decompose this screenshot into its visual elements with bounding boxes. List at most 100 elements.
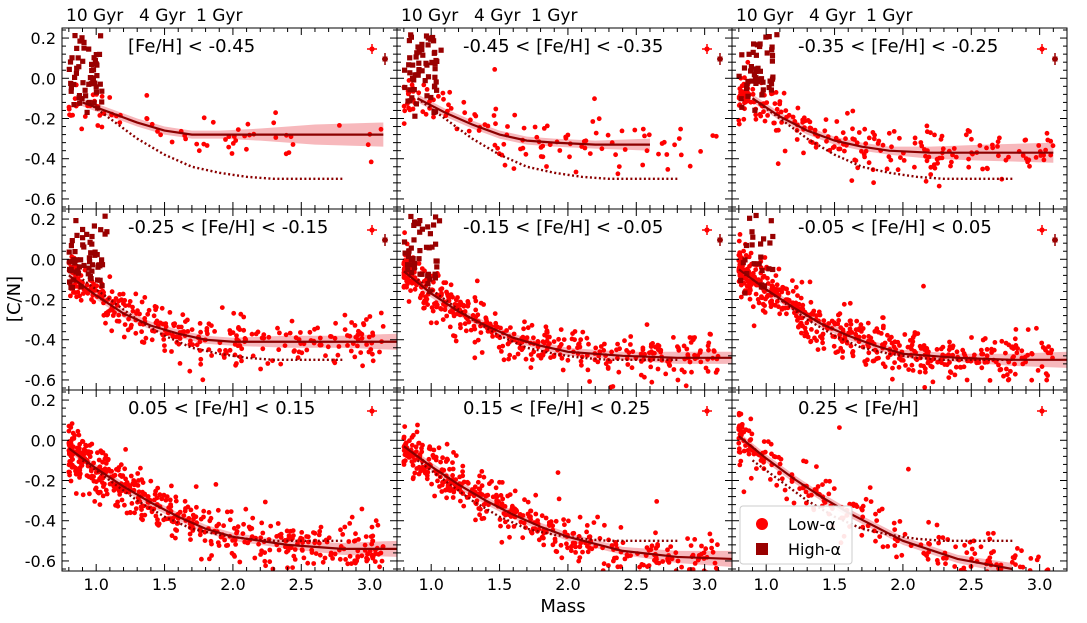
low-alpha-point — [746, 280, 752, 285]
low-alpha-point — [420, 464, 426, 470]
low-alpha-point — [97, 464, 103, 470]
low-alpha-point — [659, 141, 665, 146]
low-alpha-point — [584, 335, 590, 341]
low-alpha-point — [221, 355, 227, 360]
low-alpha-point — [709, 538, 715, 544]
high-alpha-point — [427, 276, 433, 282]
low-alpha-point — [497, 517, 503, 522]
low-alpha-point — [372, 559, 378, 564]
low-alpha-point — [97, 476, 102, 482]
reference-dotted-curve — [81, 459, 343, 543]
low-alpha-point — [511, 524, 517, 529]
low-alpha-point — [556, 496, 562, 502]
low-alpha-point — [946, 375, 952, 380]
high-alpha-point — [433, 79, 439, 85]
high-alpha-point — [742, 290, 748, 296]
low-alpha-point — [227, 517, 233, 523]
low-alpha-point — [521, 125, 527, 131]
low-alpha-point — [784, 311, 789, 317]
high-alpha-point — [423, 244, 430, 250]
low-alpha-point — [533, 492, 539, 498]
high-alpha-point — [75, 55, 81, 61]
low-alpha-points — [736, 59, 1056, 189]
high-alpha-point — [93, 84, 99, 90]
low-alpha-point — [352, 354, 358, 360]
low-alpha-point — [113, 296, 119, 301]
low-alpha-point — [444, 495, 449, 501]
low-alpha-point — [402, 283, 407, 289]
low-alpha-point — [151, 313, 157, 319]
low-alpha-point — [660, 559, 666, 564]
low-alpha-point — [671, 367, 677, 372]
high-alpha-point — [759, 267, 765, 273]
low-alpha-point — [754, 466, 759, 471]
low-alpha-point — [982, 336, 988, 341]
low-alpha-point — [698, 149, 703, 154]
high-alpha-point — [436, 218, 443, 224]
low-alpha-point — [595, 359, 601, 365]
low-alpha-point — [808, 299, 814, 305]
low-alpha-point — [181, 513, 187, 518]
low-alpha-point — [873, 538, 878, 544]
low-alpha-point — [888, 157, 894, 163]
low-alpha-point — [143, 335, 149, 341]
low-alpha-point — [761, 109, 766, 115]
low-alpha-point — [687, 163, 693, 169]
low-alpha-point — [369, 541, 375, 547]
low-alpha-point — [601, 348, 607, 353]
low-alpha-point — [777, 470, 782, 476]
low-alpha-point — [114, 467, 119, 472]
low-alpha-point — [173, 535, 178, 541]
low-alpha-point — [608, 384, 614, 390]
x-tick-labels: 1.0 1.5 2.0 2.5 3.0 1.0 1.5 2.0 2.5 3.0 1.0 1.5 2.0 2… — [83, 575, 1052, 594]
low-alpha-point — [410, 462, 416, 468]
high-alpha-point — [402, 67, 408, 73]
low-alpha-point — [359, 506, 365, 512]
low-alpha-point — [912, 332, 918, 338]
low-alpha-point — [966, 164, 972, 170]
low-alpha-point — [741, 448, 747, 454]
low-alpha-point — [926, 571, 931, 576]
low-alpha-point — [438, 459, 443, 465]
high-alpha-point — [78, 257, 84, 263]
low-alpha-point — [675, 558, 681, 564]
low-alpha-point — [465, 303, 471, 309]
low-alpha-point — [431, 114, 436, 120]
low-alpha-point — [880, 142, 886, 148]
panel-label: 0.25 < [Fe/H] — [798, 398, 919, 419]
low-alpha-point — [856, 130, 862, 135]
low-alpha-point — [447, 466, 452, 472]
low-alpha-point — [263, 563, 268, 569]
low-alpha-point — [889, 144, 894, 150]
low-alpha-point — [134, 311, 139, 316]
low-alpha-point — [231, 552, 237, 558]
low-alpha-point — [512, 488, 518, 494]
low-alpha-point — [287, 330, 293, 336]
low-alpha-point — [349, 514, 355, 520]
low-alpha-point — [739, 89, 745, 94]
x-tick-label: 2.0 — [555, 575, 580, 594]
fit-line — [82, 101, 384, 136]
low-alpha-point — [130, 481, 136, 486]
low-alpha-point — [999, 578, 1004, 583]
low-alpha-point — [814, 464, 819, 469]
x-tick-label: 1.5 — [822, 575, 847, 594]
panel-ticks — [732, 209, 1068, 390]
low-alpha-point — [365, 142, 371, 148]
low-alpha-point — [745, 59, 751, 65]
low-alpha-errorbar-point — [704, 227, 710, 233]
low-alpha-point — [790, 114, 796, 120]
low-alpha-point — [615, 341, 620, 347]
low-alpha-point — [900, 358, 906, 363]
low-alpha-point — [238, 311, 244, 317]
low-alpha-point — [149, 337, 155, 343]
panel-label: -0.25 < [Fe/H] < -0.15 — [128, 217, 328, 238]
low-alpha-point — [943, 561, 948, 567]
low-alpha-point — [989, 550, 994, 556]
age-label: 1 Gyr — [866, 6, 912, 26]
high-alpha-point — [67, 59, 74, 65]
low-alpha-point — [278, 535, 284, 540]
panel-label: -0.35 < [Fe/H] < -0.25 — [798, 36, 998, 57]
low-alpha-point — [1048, 138, 1054, 144]
